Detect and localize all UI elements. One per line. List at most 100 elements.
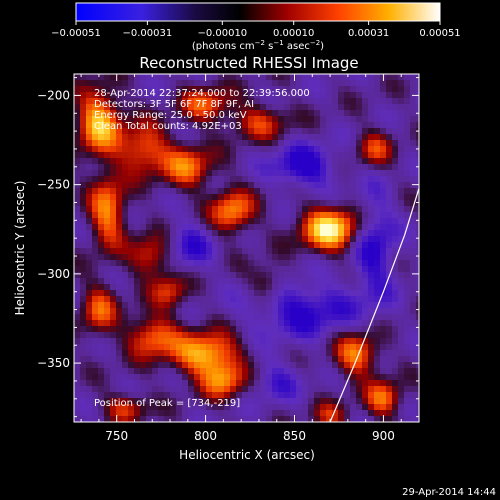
heatmap-cell — [362, 176, 368, 182]
heatmap-cell — [104, 272, 110, 278]
heatmap-cell — [284, 152, 290, 158]
heatmap-cell — [194, 410, 200, 416]
heatmap-cell — [182, 134, 188, 140]
heatmap-cell — [338, 284, 344, 290]
heatmap-cell — [236, 122, 242, 128]
heatmap-cell — [344, 398, 350, 404]
heatmap-cell — [200, 116, 206, 122]
heatmap-cell — [260, 122, 266, 128]
heatmap-cell — [368, 326, 374, 332]
heatmap-cell — [314, 362, 320, 368]
heatmap-cell — [326, 248, 332, 254]
heatmap-cell — [182, 320, 188, 326]
heatmap-cell — [206, 176, 212, 182]
heatmap-cell — [158, 98, 164, 104]
heatmap-cell — [140, 380, 146, 386]
heatmap-cell — [284, 158, 290, 164]
heatmap-cell — [158, 146, 164, 152]
heatmap-cell — [248, 134, 254, 140]
heatmap-cell — [104, 152, 110, 158]
heatmap-cell — [188, 278, 194, 284]
heatmap-cell — [104, 74, 110, 80]
heatmap-cell — [206, 314, 212, 320]
heatmap-cell — [296, 410, 302, 416]
heatmap-cell — [146, 278, 152, 284]
heatmap-cell — [308, 218, 314, 224]
heatmap-cell — [224, 398, 230, 404]
heatmap-cell — [92, 212, 98, 218]
heatmap-cell — [170, 182, 176, 188]
heatmap-cell — [122, 98, 128, 104]
heatmap-cell — [350, 146, 356, 152]
heatmap-cell — [200, 74, 206, 80]
heatmap-cell — [98, 278, 104, 284]
heatmap-cell — [314, 104, 320, 110]
heatmap-cell — [194, 320, 200, 326]
heatmap-cell — [260, 206, 266, 212]
heatmap-cell — [404, 194, 410, 200]
heatmap-cell — [296, 80, 302, 86]
heatmap-cell — [188, 254, 194, 260]
heatmap-cell — [344, 176, 350, 182]
heatmap-cell — [236, 290, 242, 296]
heatmap-cell — [206, 194, 212, 200]
heatmap-cell — [80, 92, 86, 98]
heatmap-cell — [380, 146, 386, 152]
heatmap-cell — [356, 164, 362, 170]
heatmap-cell — [80, 188, 86, 194]
heatmap-cell — [386, 224, 392, 230]
heatmap-cell — [182, 212, 188, 218]
heatmap-cell — [170, 404, 176, 410]
heatmap-cell — [236, 110, 242, 116]
heatmap-cell — [164, 254, 170, 260]
heatmap-cell — [236, 398, 242, 404]
heatmap-cell — [314, 170, 320, 176]
heatmap-cell — [404, 80, 410, 86]
heatmap-cell — [170, 296, 176, 302]
heatmap-cell — [224, 80, 230, 86]
heatmap-cell — [356, 116, 362, 122]
heatmap-cell — [206, 284, 212, 290]
heatmap-cell — [92, 386, 98, 392]
heatmap-cell — [302, 80, 308, 86]
heatmap-cell — [344, 404, 350, 410]
heatmap-cell — [362, 188, 368, 194]
heatmap-cell — [410, 404, 416, 410]
heatmap-cell — [296, 398, 302, 404]
heatmap-cell — [170, 350, 176, 356]
heatmap-cell — [242, 338, 248, 344]
heatmap-cell — [206, 218, 212, 224]
heatmap-cell — [392, 308, 398, 314]
heatmap-cell — [200, 86, 206, 92]
heatmap-cell — [380, 122, 386, 128]
heatmap-cell — [296, 98, 302, 104]
heatmap-cell — [362, 194, 368, 200]
heatmap-cell — [104, 128, 110, 134]
heatmap-cell — [164, 314, 170, 320]
heatmap-cell — [242, 266, 248, 272]
heatmap-cell — [284, 326, 290, 332]
heatmap-cell — [278, 128, 284, 134]
heatmap-cell — [398, 170, 404, 176]
heatmap-cell — [182, 362, 188, 368]
heatmap-cell — [290, 146, 296, 152]
heatmap-cell — [356, 158, 362, 164]
heatmap-cell — [146, 182, 152, 188]
heatmap-cell — [278, 320, 284, 326]
heatmap-cell — [254, 236, 260, 242]
heatmap-cell — [182, 140, 188, 146]
heatmap-cell — [350, 404, 356, 410]
heatmap-cell — [344, 122, 350, 128]
heatmap-cell — [86, 320, 92, 326]
heatmap-cell — [344, 386, 350, 392]
heatmap-cell — [236, 380, 242, 386]
heatmap-cell — [128, 368, 134, 374]
heatmap-cell — [74, 194, 80, 200]
heatmap-cell — [254, 260, 260, 266]
heatmap-cell — [146, 224, 152, 230]
heatmap-cell — [74, 296, 80, 302]
heatmap-cell — [128, 194, 134, 200]
heatmap-cell — [326, 164, 332, 170]
heatmap-cell — [212, 260, 218, 266]
